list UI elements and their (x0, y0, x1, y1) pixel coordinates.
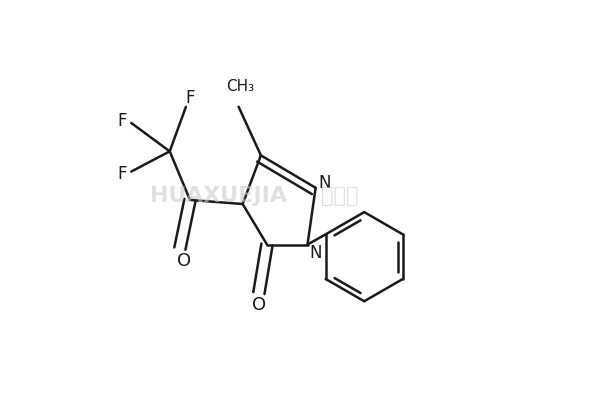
Text: CH₃: CH₃ (226, 79, 255, 94)
Text: O: O (177, 252, 191, 270)
Text: F: F (117, 164, 127, 183)
Text: N: N (319, 174, 331, 192)
Text: O: O (252, 296, 266, 314)
Text: HUAXUEJIA: HUAXUEJIA (150, 186, 287, 206)
Text: F: F (185, 89, 195, 107)
Text: 化学加: 化学加 (321, 186, 359, 206)
Text: F: F (117, 112, 127, 130)
Text: N: N (309, 244, 322, 262)
